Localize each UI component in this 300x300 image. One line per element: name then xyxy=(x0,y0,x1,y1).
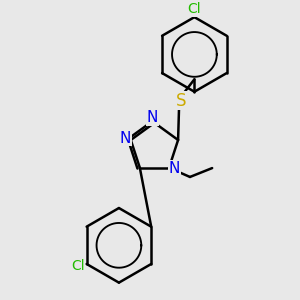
Text: S: S xyxy=(176,92,186,110)
Text: Cl: Cl xyxy=(71,259,85,273)
Text: N: N xyxy=(169,161,180,176)
Text: Cl: Cl xyxy=(188,2,201,16)
Text: N: N xyxy=(147,110,158,125)
Text: N: N xyxy=(120,131,131,146)
